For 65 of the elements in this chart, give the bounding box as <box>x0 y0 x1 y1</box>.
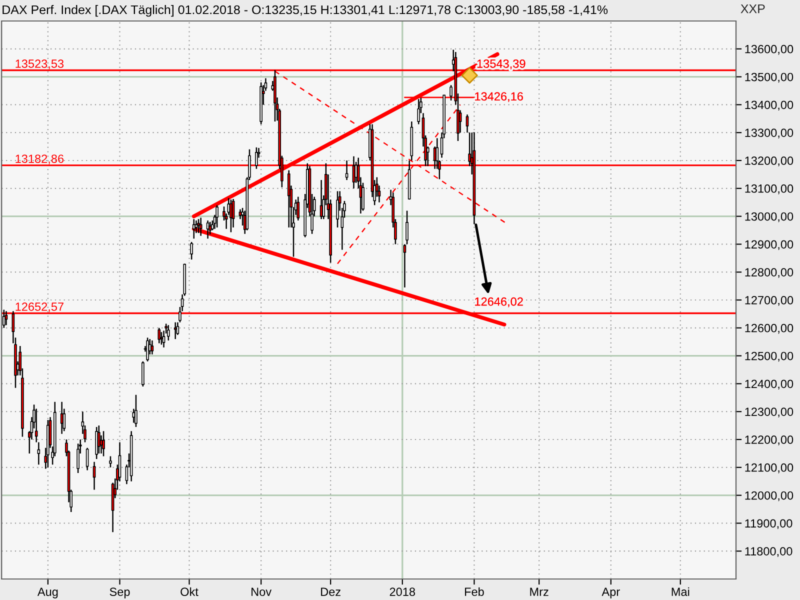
x-tick-label: Feb <box>465 587 484 596</box>
y-tick-label: 12000,00 <box>745 491 794 502</box>
candlestick <box>160 331 163 346</box>
candlestick <box>216 204 218 228</box>
y-tick-label: 13400,00 <box>745 100 794 110</box>
candlestick <box>174 322 177 340</box>
candlestick <box>336 190 339 228</box>
x-tick-label: Nov <box>252 588 272 596</box>
y-tick-label: 13000,00 <box>745 212 794 222</box>
y-tick-label: 12600,00 <box>745 324 794 334</box>
candlestick <box>406 210 408 245</box>
chart-title: DAX Perf. Index [.DAX Täglich] 01.02.2018 - O:13235,15 H:13301,41 L:12971,78 C:13003,90 -185,58 -1,41% <box>2 4 608 17</box>
candlestick <box>345 160 348 181</box>
candlestick <box>296 196 300 222</box>
candlestick <box>76 443 80 474</box>
ref-line-label: 13523,53 <box>16 60 64 70</box>
x-tick-label: Okt <box>180 587 198 596</box>
candlestick <box>192 218 196 240</box>
candlestick <box>417 98 420 125</box>
x-tick-label: Mrz <box>530 588 548 596</box>
x-tick-label: Dez <box>321 588 340 596</box>
x-tick-label: Apr <box>602 588 620 598</box>
candlestick <box>403 244 406 288</box>
y-tick-label: 11900,00 <box>745 519 792 529</box>
y-tick-label: 13100,00 <box>745 184 794 194</box>
annotation: 13426,16 <box>475 92 523 102</box>
y-tick-label: 13300,00 <box>745 128 794 138</box>
x-tick-label: Mai <box>672 587 690 596</box>
candlestick <box>450 84 452 102</box>
ref-line-label: 13182,86 <box>16 154 64 164</box>
y-tick-label: 12700,00 <box>745 296 794 306</box>
candlestick <box>134 394 138 428</box>
candlestick <box>37 442 40 466</box>
y-tick-label: 13600,00 <box>745 44 794 55</box>
candlestick <box>95 426 98 460</box>
candlestick <box>176 322 180 336</box>
candlestick <box>92 461 96 490</box>
candlestick <box>146 337 149 362</box>
y-axis-title: XXP <box>740 4 765 14</box>
y-tick-label: 11800,00 <box>745 547 792 557</box>
candlestick <box>34 408 38 443</box>
y-tick-label: 12100,00 <box>745 463 794 474</box>
candlestick <box>158 327 161 344</box>
candlestick <box>150 340 154 356</box>
y-tick-label: 12200,00 <box>745 436 794 446</box>
candlestick <box>287 170 290 228</box>
y-tick-label: 13500,00 <box>745 72 794 83</box>
y-tick-label: 12500,00 <box>745 352 794 362</box>
candlestick <box>167 324 170 342</box>
annotation: 12646,02 <box>475 297 523 308</box>
candlestick <box>466 114 469 134</box>
y-tick-label: 12900,00 <box>745 240 794 250</box>
y-tick-label: 12800,00 <box>745 268 794 278</box>
candlestick <box>458 110 462 134</box>
x-tick-label: Aug <box>37 588 58 598</box>
candlestick <box>190 241 193 260</box>
x-tick-label: 2018 <box>390 588 416 596</box>
candlestick <box>142 360 144 388</box>
candlestick <box>255 146 258 170</box>
x-tick-label: Sep <box>110 588 130 598</box>
y-tick-label: 12400,00 <box>745 380 794 390</box>
y-tick-label: 13200,00 <box>745 156 794 166</box>
y-tick-label: 12300,00 <box>745 408 794 418</box>
candlestick <box>109 456 112 468</box>
ref-line-label: 12652,57 <box>16 302 64 312</box>
